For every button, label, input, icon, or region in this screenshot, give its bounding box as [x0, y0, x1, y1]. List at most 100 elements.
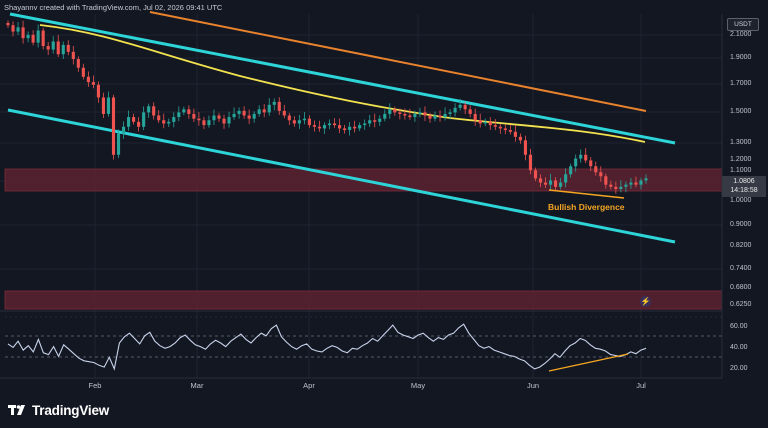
candle-body	[277, 101, 281, 111]
last-price-tag: 1.0806 14:18:58	[722, 176, 766, 197]
price-tick: 1.1000	[730, 167, 752, 174]
price-tick: 2.1000	[730, 31, 752, 38]
candle-body	[127, 117, 131, 127]
candle-body	[56, 41, 60, 55]
candle-body	[192, 113, 196, 119]
candle-body	[533, 170, 538, 179]
candle-body	[272, 101, 276, 105]
candle-body	[443, 113, 447, 118]
price-tick: 1.5000	[730, 108, 752, 115]
candle-body	[629, 182, 633, 185]
candle-body	[624, 184, 628, 187]
candle-body	[594, 166, 598, 173]
candle-body	[543, 182, 548, 185]
candle-body	[538, 178, 543, 183]
candle-body	[373, 120, 377, 122]
price-tick: 0.6800	[730, 284, 752, 291]
candle-body	[51, 41, 55, 50]
candle-body	[237, 110, 241, 114]
candle-body	[302, 118, 306, 121]
candle-body	[453, 107, 457, 113]
candle-body	[368, 120, 372, 124]
lightning-icon[interactable]: ⚡	[640, 296, 651, 307]
candle-body	[423, 112, 427, 116]
candle-body	[584, 154, 588, 161]
candle-body	[579, 154, 583, 159]
candle-body	[217, 115, 221, 119]
candle-body	[147, 106, 151, 113]
time-label: Apr	[303, 381, 315, 390]
rsi-line[interactable]	[7, 323, 647, 371]
candle-body	[418, 112, 422, 114]
orange-trendline[interactable]	[149, 11, 647, 112]
yellow-moving-average[interactable]	[39, 24, 646, 143]
candle-body	[232, 113, 236, 118]
candle-body	[66, 44, 70, 52]
price-tick: 1.2000	[730, 156, 752, 163]
candle-body	[267, 104, 271, 113]
candle-body	[513, 131, 517, 137]
rsi-tick: 20.00	[730, 365, 748, 372]
time-label: Jul	[636, 381, 646, 390]
divergence-label: Bullish Divergence	[548, 202, 625, 212]
candle-body	[408, 115, 412, 118]
candle-body	[348, 126, 352, 131]
candle-body	[433, 115, 437, 119]
candle-body	[152, 106, 156, 116]
channel-upper-line[interactable]	[9, 12, 676, 145]
candle-body	[448, 112, 452, 114]
candle-body	[252, 113, 256, 119]
candle-body	[559, 182, 563, 187]
candle-body	[322, 125, 327, 129]
channel-lower-line[interactable]	[7, 108, 676, 244]
candle-body	[282, 110, 286, 116]
candle-body	[388, 109, 392, 114]
candle-body	[604, 176, 608, 185]
candle-body	[378, 118, 382, 122]
candle-body	[81, 67, 85, 77]
price-tick: 1.0000	[730, 197, 752, 204]
candle-body	[599, 172, 603, 177]
candle-body	[177, 112, 181, 118]
candle-body	[413, 113, 417, 118]
rsi-tick: 60.00	[730, 323, 748, 330]
candle-body	[634, 182, 638, 185]
candle-body	[307, 118, 311, 126]
candle-body	[463, 104, 467, 110]
candle-body	[488, 121, 492, 126]
candle-body	[71, 51, 75, 60]
tradingview-logo-icon	[8, 405, 25, 415]
candle-body	[41, 30, 45, 47]
candle-body	[91, 82, 95, 85]
author-name: Shayannv	[4, 3, 38, 12]
price-tick: 0.9000	[730, 221, 752, 228]
candle-body	[61, 44, 65, 55]
candle-body	[589, 160, 593, 167]
candle-body	[157, 115, 161, 121]
grid	[0, 14, 722, 378]
price-tick: 1.3000	[730, 139, 752, 146]
candle-body	[554, 180, 558, 187]
candle-body	[227, 117, 231, 124]
candle-body	[6, 22, 10, 26]
currency-badge[interactable]: USDT	[727, 18, 759, 31]
candle-body	[383, 113, 387, 119]
candle-body	[162, 120, 166, 124]
rsi-pane	[0, 310, 722, 372]
candle-body	[11, 25, 15, 32]
price-candles	[6, 20, 648, 194]
candle-body	[483, 121, 487, 124]
candle-body	[619, 186, 623, 189]
candle-body	[338, 125, 342, 129]
candle-body	[31, 34, 35, 43]
candle-body	[116, 133, 121, 155]
candle-body	[528, 154, 533, 171]
header-credit: Shayannv created with TradingView.com, J…	[4, 3, 222, 12]
rsi-tick: 40.00	[730, 344, 748, 351]
demand-zone	[4, 290, 723, 310]
candle-body	[363, 123, 367, 126]
bar-countdown: 14:18:58	[730, 187, 758, 194]
candle-body	[101, 97, 106, 114]
